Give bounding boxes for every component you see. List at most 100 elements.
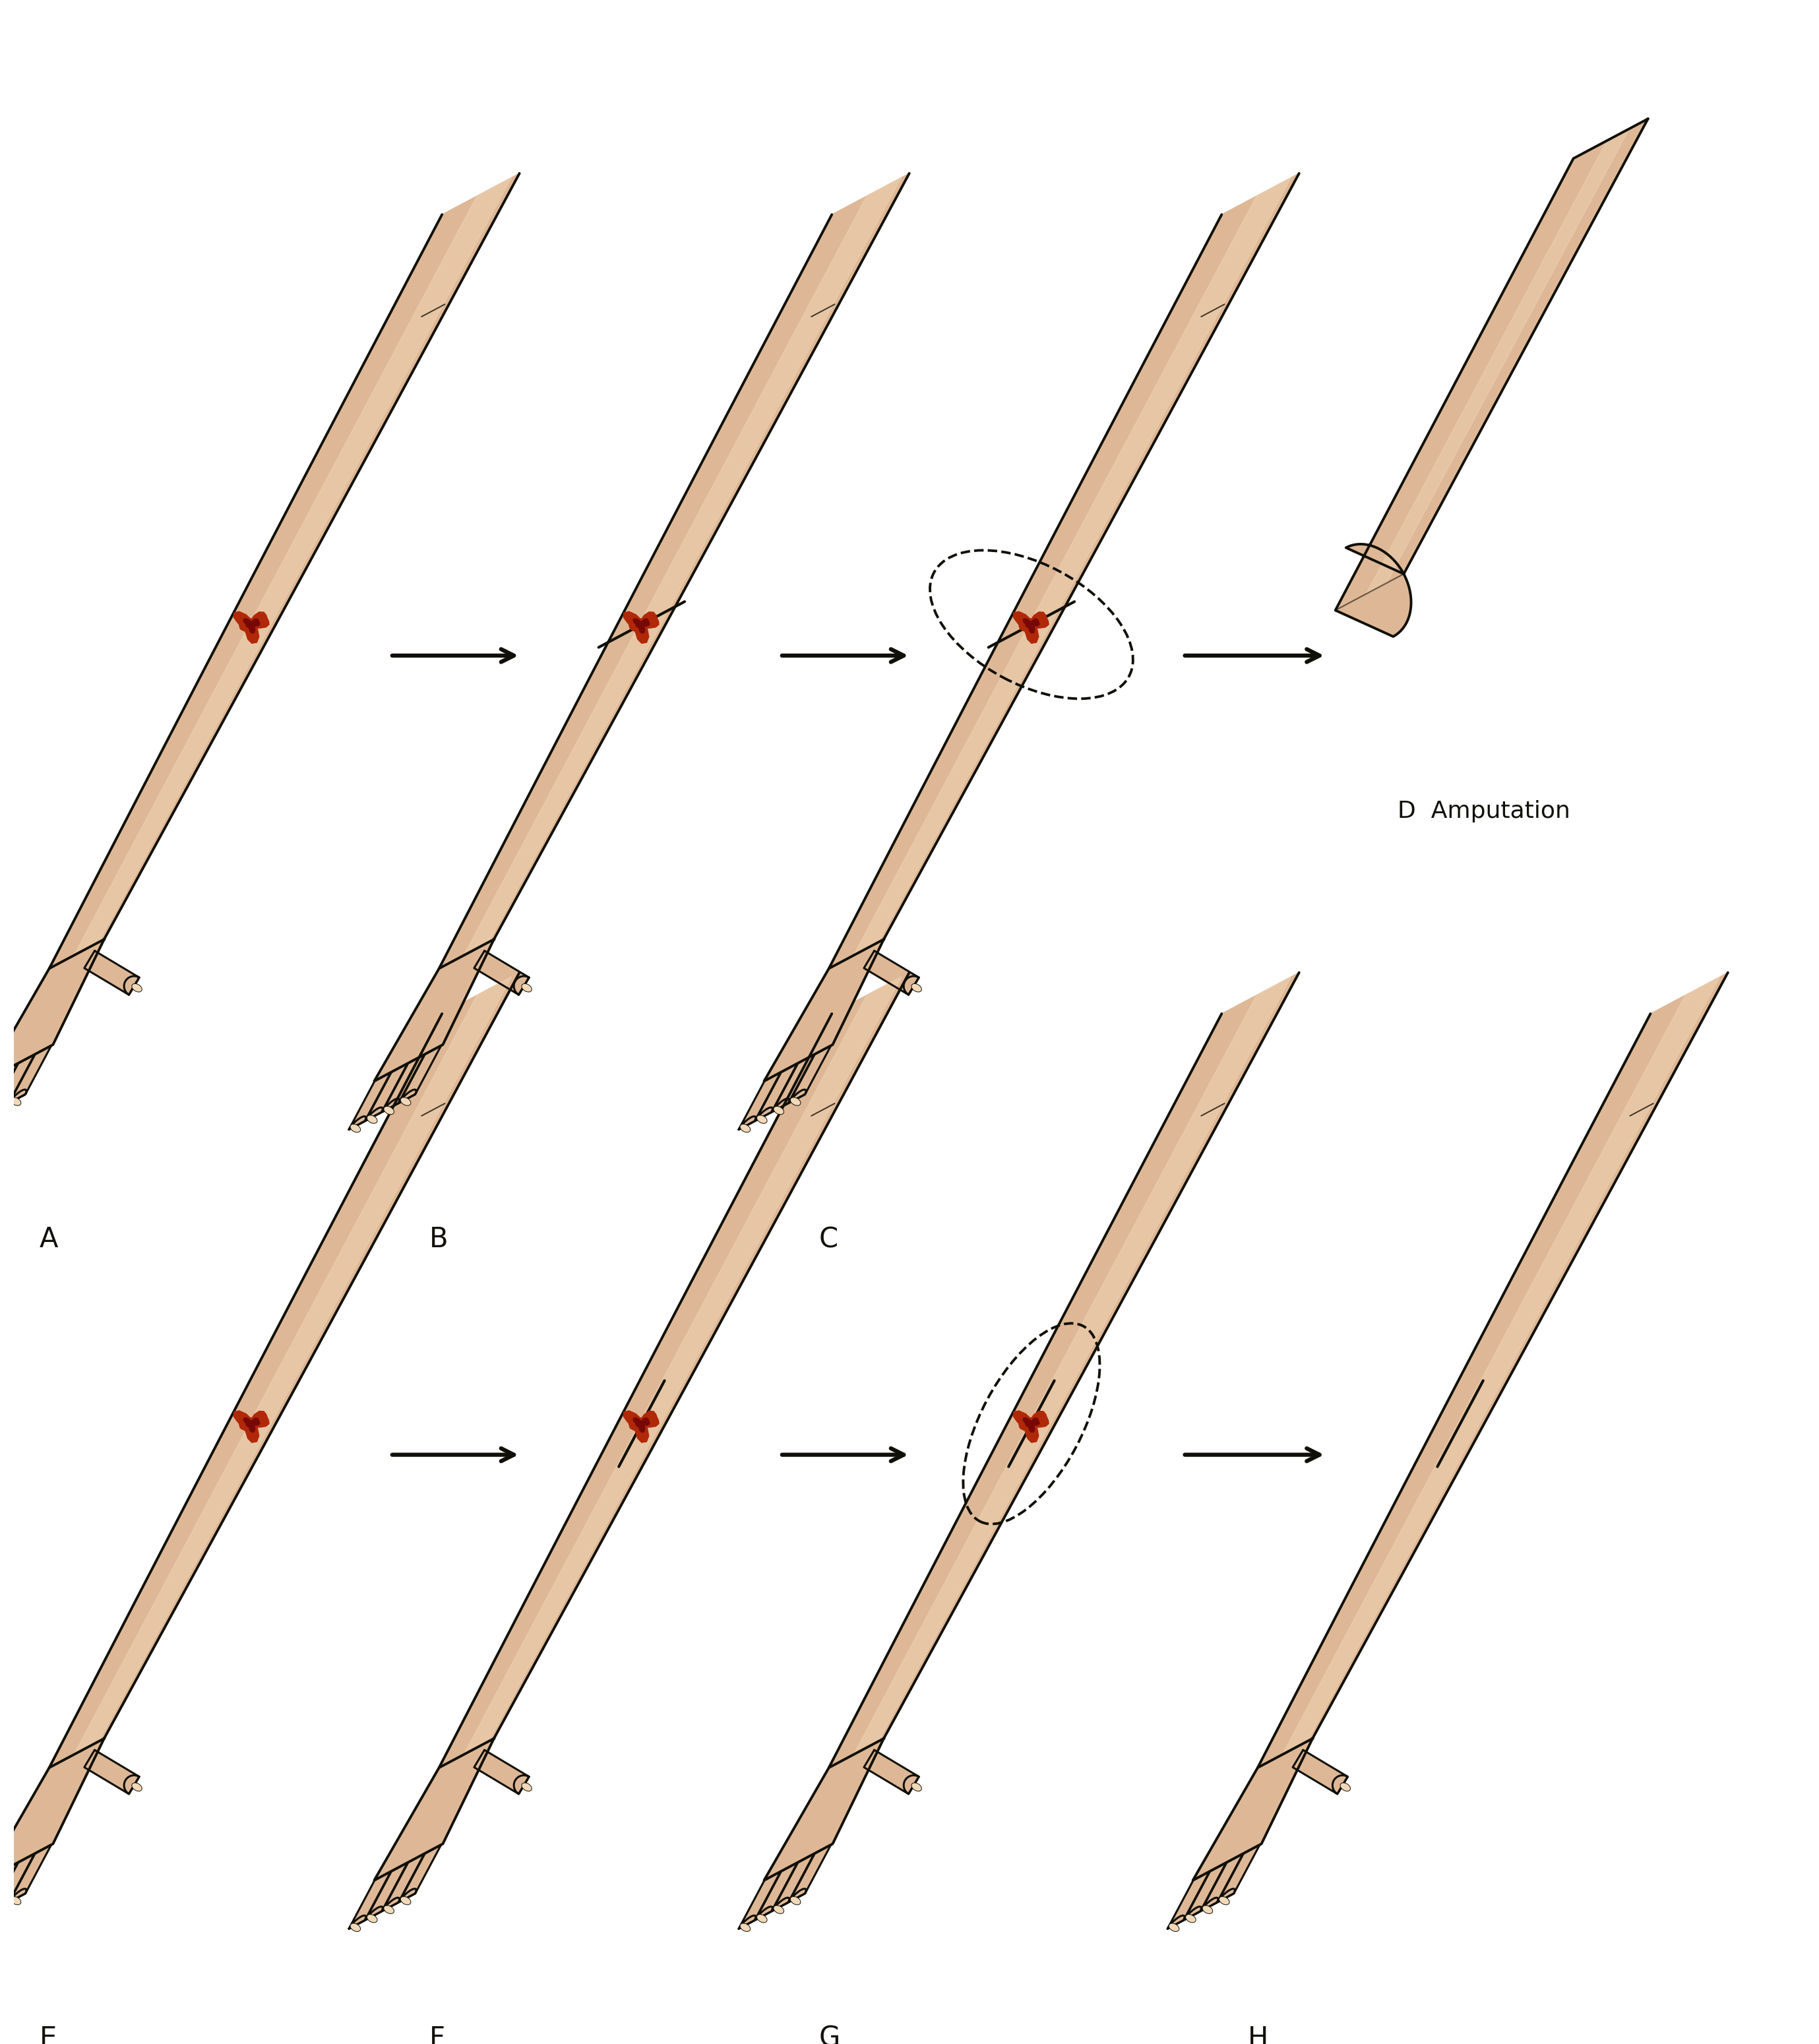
- Polygon shape: [755, 1862, 797, 1919]
- Polygon shape: [398, 1846, 442, 1903]
- Polygon shape: [0, 940, 104, 1081]
- Ellipse shape: [384, 1905, 395, 1913]
- Polygon shape: [49, 973, 520, 1768]
- Polygon shape: [0, 1055, 35, 1112]
- Polygon shape: [233, 611, 269, 644]
- Text: A: A: [40, 1226, 58, 1253]
- Polygon shape: [464, 977, 902, 1754]
- Polygon shape: [1201, 1854, 1242, 1911]
- Polygon shape: [1184, 1862, 1226, 1919]
- Ellipse shape: [757, 1915, 768, 1923]
- Polygon shape: [739, 1872, 780, 1930]
- Polygon shape: [349, 1872, 391, 1930]
- Ellipse shape: [1341, 1782, 1350, 1791]
- Polygon shape: [1282, 977, 1721, 1754]
- Polygon shape: [84, 1750, 140, 1795]
- Polygon shape: [438, 973, 910, 1768]
- Polygon shape: [864, 1750, 919, 1795]
- Ellipse shape: [351, 1124, 360, 1132]
- Ellipse shape: [740, 1923, 749, 1932]
- Polygon shape: [0, 1854, 35, 1911]
- Polygon shape: [1013, 1410, 1050, 1443]
- Polygon shape: [244, 1419, 260, 1433]
- Ellipse shape: [1219, 1897, 1230, 1905]
- Ellipse shape: [789, 1098, 800, 1106]
- Polygon shape: [764, 940, 884, 1081]
- Polygon shape: [1168, 1872, 1210, 1930]
- Ellipse shape: [911, 983, 922, 991]
- Ellipse shape: [789, 1897, 800, 1905]
- Polygon shape: [244, 619, 260, 634]
- Polygon shape: [1335, 119, 1648, 636]
- Polygon shape: [464, 178, 902, 955]
- Polygon shape: [789, 1846, 831, 1903]
- Polygon shape: [0, 1739, 104, 1880]
- Ellipse shape: [367, 1915, 377, 1923]
- Polygon shape: [624, 1410, 658, 1443]
- Polygon shape: [382, 1055, 424, 1112]
- Polygon shape: [375, 1739, 495, 1880]
- Polygon shape: [1013, 611, 1050, 644]
- Text: F: F: [429, 2026, 446, 2044]
- Polygon shape: [773, 1854, 815, 1911]
- Polygon shape: [75, 178, 511, 955]
- Polygon shape: [349, 1073, 391, 1130]
- Ellipse shape: [773, 1106, 784, 1114]
- Polygon shape: [1022, 1419, 1039, 1433]
- Ellipse shape: [1186, 1915, 1195, 1923]
- Text: E: E: [40, 2026, 56, 2044]
- Ellipse shape: [351, 1923, 360, 1932]
- Polygon shape: [853, 178, 1291, 955]
- Ellipse shape: [757, 1116, 768, 1124]
- Polygon shape: [475, 1750, 529, 1795]
- Polygon shape: [1366, 129, 1630, 595]
- Polygon shape: [0, 1063, 18, 1120]
- Polygon shape: [0, 1862, 18, 1919]
- Polygon shape: [49, 174, 520, 969]
- Polygon shape: [1193, 1739, 1313, 1880]
- Polygon shape: [755, 1063, 797, 1120]
- Ellipse shape: [131, 983, 142, 991]
- Text: B: B: [429, 1226, 447, 1253]
- Ellipse shape: [522, 1782, 531, 1791]
- Ellipse shape: [740, 1124, 749, 1132]
- Polygon shape: [829, 174, 1299, 969]
- Polygon shape: [773, 1055, 815, 1112]
- Text: H: H: [1248, 2026, 1268, 2044]
- Polygon shape: [829, 973, 1299, 1768]
- Polygon shape: [1022, 619, 1039, 634]
- Polygon shape: [366, 1063, 407, 1120]
- Polygon shape: [233, 1410, 269, 1443]
- Ellipse shape: [400, 1897, 411, 1905]
- Polygon shape: [84, 950, 140, 995]
- Polygon shape: [475, 950, 529, 995]
- Polygon shape: [382, 1854, 424, 1911]
- Ellipse shape: [0, 1106, 4, 1114]
- Text: C: C: [819, 1226, 839, 1253]
- Polygon shape: [764, 1739, 884, 1880]
- Polygon shape: [789, 1047, 831, 1104]
- Text: G: G: [819, 2026, 840, 2044]
- Polygon shape: [739, 1073, 780, 1130]
- Polygon shape: [1293, 1750, 1348, 1795]
- Ellipse shape: [911, 1782, 922, 1791]
- Polygon shape: [438, 174, 910, 969]
- Polygon shape: [633, 619, 649, 634]
- Polygon shape: [366, 1862, 407, 1919]
- Polygon shape: [853, 977, 1291, 1754]
- Polygon shape: [1217, 1846, 1261, 1903]
- Polygon shape: [9, 1846, 51, 1903]
- Ellipse shape: [1202, 1905, 1213, 1913]
- Ellipse shape: [400, 1098, 411, 1106]
- Polygon shape: [864, 950, 919, 995]
- Text: D  Amputation: D Amputation: [1397, 801, 1570, 824]
- Polygon shape: [1257, 973, 1728, 1768]
- Ellipse shape: [522, 983, 531, 991]
- Ellipse shape: [11, 1098, 22, 1106]
- Ellipse shape: [384, 1106, 395, 1114]
- Ellipse shape: [367, 1116, 377, 1124]
- Ellipse shape: [131, 1782, 142, 1791]
- Ellipse shape: [773, 1905, 784, 1913]
- Ellipse shape: [1170, 1923, 1179, 1932]
- Polygon shape: [75, 977, 511, 1754]
